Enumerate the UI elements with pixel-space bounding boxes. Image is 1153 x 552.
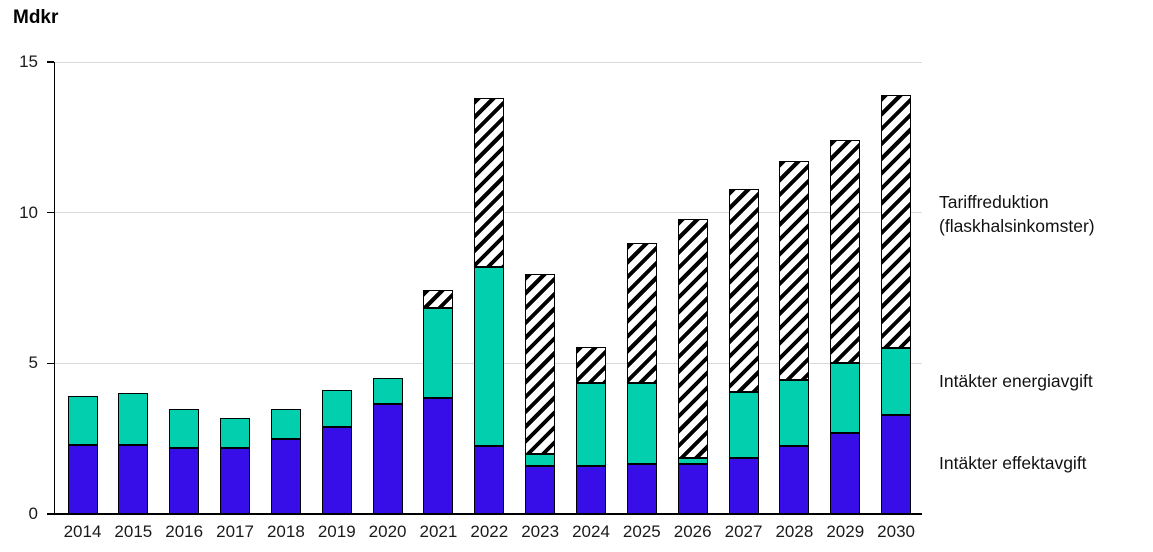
bar-segment-effektavgift (830, 432, 861, 514)
x-axis-year-label: 2027 (724, 522, 763, 541)
y-axis-tick (47, 362, 54, 364)
series-label-energiavgift: Intäkter energiavgift (939, 371, 1093, 391)
bar-segment-tariffreduktion (779, 161, 810, 380)
x-axis-year-label: 2022 (470, 522, 509, 541)
x-axis-year-label: 2030 (877, 522, 916, 541)
x-axis-year-label: 2029 (826, 522, 865, 541)
y-axis-line (54, 62, 56, 514)
x-axis-year-label: 2025 (622, 522, 661, 541)
bar-segment-energiavgift (728, 391, 759, 459)
bar-segment-tariffreduktion (677, 218, 708, 459)
bar-segment-effektavgift (474, 446, 505, 514)
x-axis-year-label: 2021 (419, 522, 458, 541)
bar-segment-energiavgift (118, 393, 149, 445)
bar-segment-energiavgift (423, 307, 454, 398)
bar-segment-tariffreduktion (525, 274, 556, 454)
x-axis-year-label: 2024 (572, 522, 610, 541)
bar-segment-tariffreduktion (474, 98, 505, 267)
x-axis-year-label: 2016 (165, 522, 204, 541)
x-axis-year-label: 2020 (368, 522, 407, 541)
bar-segment-energiavgift (372, 378, 403, 404)
x-axis-year-label: 2017 (216, 522, 254, 541)
series-label-tariffreduktion: Tariffreduktion (flaskhalsinkomster) (939, 192, 1095, 236)
bar-segment-effektavgift (169, 447, 200, 514)
y-axis-tick-label: 0 (28, 504, 38, 523)
y-axis-tick-label: 10 (19, 202, 38, 222)
x-axis-year-label: 2026 (673, 522, 712, 541)
bar-segment-effektavgift (881, 414, 912, 514)
bar-segment-energiavgift (220, 417, 251, 448)
bar-segment-effektavgift (220, 447, 251, 514)
bar-segment-effektavgift (321, 426, 352, 514)
bar-segment-energiavgift (270, 408, 301, 439)
x-axis-year-label: 2019 (317, 522, 356, 541)
y-axis-tick-label: 15 (19, 52, 38, 71)
bar-segment-effektavgift (270, 438, 301, 514)
bar-segment-tariffreduktion (423, 289, 454, 308)
bar-segment-energiavgift (67, 396, 98, 445)
x-axis-year-label: 2028 (775, 522, 814, 541)
bar-segment-effektavgift (525, 465, 556, 514)
bar-segment-effektavgift (67, 444, 98, 514)
bar-segment-energiavgift (881, 348, 912, 415)
bar-segment-energiavgift (677, 458, 708, 465)
bar-segment-tariffreduktion (830, 140, 861, 364)
x-axis-year-label: 2014 (63, 522, 102, 541)
bar-segment-effektavgift (677, 464, 708, 514)
y-axis-tick (47, 61, 54, 63)
bar-segment-effektavgift (626, 464, 657, 514)
x-axis-line (47, 513, 922, 515)
gridline (54, 61, 922, 63)
x-axis-year-label: 2023 (521, 522, 560, 541)
bar-segment-tariffreduktion (576, 346, 606, 383)
bar-segment-energiavgift (169, 408, 200, 448)
series-label-effektavgift: Intäkter effektavgift (939, 453, 1087, 473)
bar-segment-effektavgift (423, 397, 454, 514)
bar-segment-effektavgift (118, 444, 149, 514)
bar-segment-tariffreduktion (626, 242, 657, 383)
bar-segment-tariffreduktion (728, 188, 759, 392)
bar-segment-energiavgift (779, 379, 810, 447)
bar-segment-effektavgift (728, 458, 759, 514)
bar-segment-tariffreduktion (881, 95, 912, 349)
bar-segment-effektavgift (576, 465, 606, 514)
bar-segment-energiavgift (525, 453, 556, 466)
bar-segment-effektavgift (779, 446, 810, 514)
bar-segment-energiavgift (626, 382, 657, 465)
bar-segment-effektavgift (372, 404, 403, 514)
bar-segment-energiavgift (474, 266, 505, 447)
x-axis-year-label: 2018 (266, 522, 305, 541)
y-axis-unit-title: Mdkr (13, 7, 59, 28)
bar-segment-energiavgift (321, 390, 352, 427)
bar-segment-energiavgift (576, 382, 606, 466)
bar-segment-energiavgift (830, 363, 861, 433)
x-axis-year-label: 2015 (114, 522, 153, 541)
y-axis-tick-label: 5 (28, 353, 38, 373)
y-axis-tick (47, 212, 54, 214)
